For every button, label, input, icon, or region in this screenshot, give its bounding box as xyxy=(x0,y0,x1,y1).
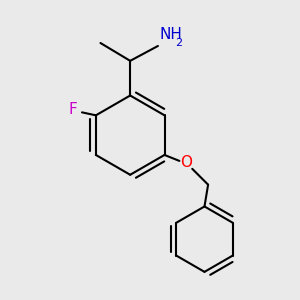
Text: 2: 2 xyxy=(175,38,182,48)
Text: F: F xyxy=(68,102,77,117)
Text: NH: NH xyxy=(160,27,183,42)
Text: O: O xyxy=(180,155,192,170)
